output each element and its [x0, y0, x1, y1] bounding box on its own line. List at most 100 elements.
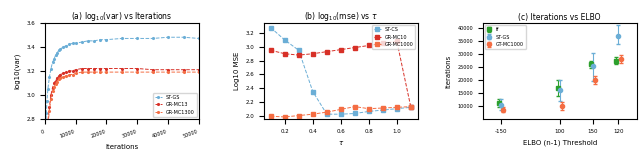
ST-GS: [63, 45, 70, 47]
GR-MC10: [337, 49, 344, 51]
GR-MC10: [267, 49, 275, 51]
GR-MC1300: [63, 75, 70, 77]
GR-MC1300: [66, 74, 74, 75]
ST-CS: [281, 39, 289, 41]
GR-MC1300: [164, 71, 172, 73]
ST-CS: [323, 113, 331, 115]
ST-GS: [56, 48, 64, 50]
ST-GS: [118, 37, 125, 39]
GR-MC1300: [118, 71, 125, 73]
ST-CS: [309, 90, 317, 92]
GR-MC13: [56, 74, 64, 75]
GR-MC13: [102, 67, 110, 69]
ST-CS: [295, 49, 303, 51]
ST-GS: [55, 50, 63, 52]
ST-GS: [45, 76, 53, 78]
X-axis label: ELBO (n-1) Threshold: ELBO (n-1) Threshold: [523, 139, 597, 146]
GR-MC1300: [78, 71, 86, 73]
ST-GS: [90, 40, 98, 42]
GR-MC13: [55, 75, 63, 77]
GR-MC1300: [45, 110, 53, 111]
ST-GS: [43, 100, 51, 102]
GR-MC1300: [44, 124, 52, 126]
GR-MC1300: [90, 71, 98, 73]
Line: GR-MC1000: GR-MC1000: [269, 105, 413, 119]
ST-GS: [41, 154, 49, 156]
GR-MC1300: [195, 71, 203, 73]
GR-MC1000: [281, 116, 289, 118]
GR-MC13: [42, 140, 50, 142]
GR-MC1300: [60, 76, 67, 78]
GR-MC10: [365, 44, 372, 46]
GR-MC10: [295, 54, 303, 56]
GR-MC13: [164, 69, 172, 71]
GR-MC1000: [309, 113, 317, 115]
GR-MC13: [134, 67, 141, 69]
ST-GS: [68, 42, 76, 44]
GR-MC10: [309, 53, 317, 55]
GR-MC1000: [407, 106, 415, 108]
GR-MC1300: [56, 77, 64, 79]
ST-GS: [78, 41, 86, 43]
GR-MC13: [43, 130, 51, 132]
ST-CS: [393, 108, 401, 110]
ST-CS: [337, 113, 344, 115]
Title: (b) log$_{10}$(mse) vs $\tau$: (b) log$_{10}$(mse) vs $\tau$: [304, 10, 378, 23]
GR-MC13: [53, 77, 61, 79]
GR-MC1300: [49, 90, 56, 92]
Y-axis label: Iterations: Iterations: [445, 54, 452, 88]
ST-CS: [267, 27, 275, 29]
ST-GS: [134, 37, 141, 39]
GR-MC13: [45, 106, 53, 108]
GR-MC13: [42, 148, 49, 150]
GR-MC13: [149, 69, 157, 71]
ST-GS: [42, 130, 49, 132]
GR-MC13: [41, 160, 49, 162]
ST-GS: [149, 37, 157, 39]
GR-MC1300: [180, 71, 188, 73]
ST-GS: [195, 37, 203, 39]
GR-MC1300: [53, 81, 61, 83]
ST-GS: [50, 58, 58, 60]
GR-MC1000: [365, 108, 372, 110]
GR-MC1300: [52, 83, 60, 85]
ST-GS: [72, 42, 79, 44]
ST-GS: [164, 36, 172, 38]
GR-MC13: [84, 67, 92, 69]
Line: GR-MC13: GR-MC13: [44, 67, 201, 163]
X-axis label: $\tau$: $\tau$: [338, 139, 344, 147]
ST-GS: [97, 39, 104, 41]
GR-MC10: [281, 53, 289, 55]
GR-MC10: [323, 51, 331, 53]
GR-MC13: [195, 69, 203, 71]
GR-MC1300: [55, 78, 63, 80]
GR-MC13: [68, 70, 76, 72]
ST-GS: [44, 88, 52, 90]
GR-MC13: [52, 80, 60, 82]
GR-MC1000: [323, 111, 331, 113]
GR-MC13: [47, 94, 55, 96]
GR-MC13: [118, 67, 125, 69]
ST-CS: [365, 111, 372, 112]
GR-MC13: [90, 67, 98, 69]
GR-MC1000: [337, 108, 344, 110]
GR-MC1300: [42, 152, 49, 154]
Line: ST-CS: ST-CS: [269, 26, 413, 116]
Y-axis label: Log10 MSE: Log10 MSE: [234, 52, 240, 90]
GR-MC13: [180, 69, 188, 71]
GR-MC13: [72, 69, 79, 71]
GR-MC1300: [134, 71, 141, 73]
GR-MC1300: [50, 86, 58, 88]
Title: (c) Iterations vs ELBO: (c) Iterations vs ELBO: [518, 13, 601, 22]
GR-MC1000: [267, 115, 275, 117]
GR-MC10: [393, 40, 401, 42]
ST-CS: [351, 112, 358, 114]
GR-MC13: [97, 67, 104, 69]
GR-MC1300: [72, 72, 79, 74]
GR-MC13: [60, 72, 67, 74]
Y-axis label: log10(var): log10(var): [14, 53, 20, 89]
ST-GS: [53, 52, 61, 54]
Legend: ST-GS, GR-MC13, GR-MC1300: ST-GS, GR-MC13, GR-MC1300: [153, 93, 196, 117]
ST-CS: [379, 109, 387, 111]
GR-MC13: [50, 82, 58, 84]
